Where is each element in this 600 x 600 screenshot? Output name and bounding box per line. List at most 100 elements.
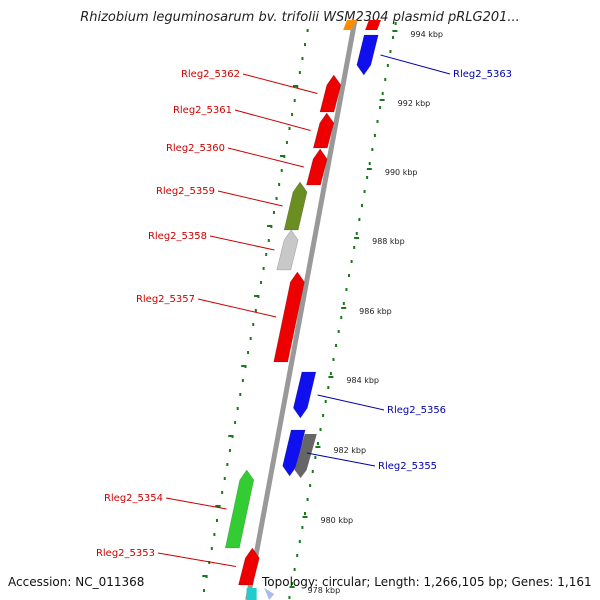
major-tick-mark	[302, 516, 308, 518]
major-tick-mark	[292, 85, 297, 87]
major-tick-mark	[392, 30, 398, 32]
gene-label[interactable]: Rleg2_5362	[181, 69, 240, 80]
tick-mark	[324, 400, 327, 403]
leader-line	[234, 109, 311, 131]
gene-label[interactable]: Rleg2_5353	[96, 548, 155, 559]
gene-label[interactable]: Rleg2_5354	[104, 493, 163, 504]
tick-mark	[278, 183, 281, 186]
gene-rleg2-5360[interactable]	[306, 148, 328, 186]
tick-mark	[309, 484, 312, 487]
gene-rleg2-5358[interactable]	[276, 229, 299, 271]
tick-mark	[293, 568, 296, 571]
tick-label: 986 kbp	[359, 307, 392, 316]
leader-line	[165, 497, 227, 510]
tick-mark	[384, 78, 387, 81]
major-tick-mark	[354, 237, 360, 239]
tick-mark	[267, 239, 270, 242]
tick-label: 980 kbp	[321, 516, 354, 525]
tick-mark	[296, 85, 299, 88]
gene-rleg2-5355[interactable]	[282, 429, 306, 477]
tick-mark	[254, 309, 257, 312]
tick-mark	[360, 204, 363, 207]
tick-mark	[335, 344, 338, 347]
tick-label: 988 kbp	[372, 237, 405, 246]
tick-mark	[394, 22, 397, 25]
tick-mark	[296, 554, 299, 557]
tick-mark	[262, 267, 265, 270]
tick-mark	[221, 491, 224, 494]
tick-mark	[293, 99, 296, 102]
map-title: Rhizobium leguminosarum bv. trifolii WSM…	[80, 10, 520, 25]
tick-mark	[291, 582, 294, 585]
gene-rleg2-5359[interactable]	[283, 181, 308, 231]
tick-mark	[291, 113, 294, 116]
gene-rleg2-5362[interactable]	[319, 74, 342, 113]
tick-mark	[280, 169, 283, 172]
tick-mark	[381, 92, 384, 95]
major-tick-mark	[328, 376, 334, 378]
major-tick-mark	[228, 435, 233, 437]
tick-mark	[306, 29, 309, 32]
tick-mark	[392, 36, 395, 39]
tick-mark	[340, 316, 343, 319]
leader-line	[217, 190, 283, 207]
gene-label[interactable]: Rleg2_5357	[136, 294, 195, 305]
leader-line	[242, 73, 318, 94]
gene-rleg2-5363[interactable]	[356, 34, 379, 76]
gene-rleg2-5361[interactable]	[312, 112, 335, 149]
tick-mark	[270, 225, 273, 228]
gene-rleg2-5354[interactable]	[224, 469, 255, 549]
tick-mark	[213, 533, 216, 536]
tick-labels-group: 994 kbp 992 kbp 990 kbp 988 kbp 986 kbp 984 k…	[289, 30, 443, 595]
tick-mark	[327, 386, 330, 389]
tick-mark	[265, 253, 268, 256]
gene-label[interactable]: Rleg2_5358	[148, 231, 207, 242]
gene-label[interactable]: Rleg2_5363	[453, 69, 512, 80]
gene-rleg2-5353[interactable]	[238, 547, 260, 586]
gene-label[interactable]: Rleg2_5360	[166, 143, 225, 154]
leader-line	[227, 147, 304, 168]
tick-mark	[368, 162, 371, 165]
tick-mark	[298, 71, 301, 74]
tick-mark	[272, 211, 275, 214]
tick-mark	[303, 512, 306, 515]
major-tick-mark	[315, 446, 321, 448]
major-tick-mark	[267, 225, 272, 227]
tick-mark	[304, 43, 307, 46]
tick-mark	[205, 575, 208, 578]
tick-mark	[353, 246, 356, 249]
tick-mark	[316, 442, 319, 445]
tick-mark	[298, 540, 301, 543]
backbone-group	[245, 19, 358, 600]
gene-rleg2-5356[interactable]	[293, 371, 317, 419]
tick-mark	[228, 449, 231, 452]
tick-mark	[283, 155, 286, 158]
tick-mark	[275, 197, 278, 200]
gene-label[interactable]: Rleg2_5355	[378, 461, 437, 472]
tick-label: 978 kbp	[308, 586, 341, 595]
major-tick-mark	[215, 505, 220, 507]
tick-mark	[348, 274, 351, 277]
genome-summary-text: Topology: circular; Length: 1,266,105 bp…	[262, 575, 592, 589]
tick-mark	[345, 288, 348, 291]
tick-mark	[386, 64, 389, 67]
major-tick-mark	[254, 295, 259, 297]
gene-label[interactable]: Rleg2_5361	[173, 105, 232, 116]
tick-mark	[379, 106, 382, 109]
tick-mark	[342, 302, 345, 305]
tick-mark	[329, 372, 332, 375]
leader-line	[209, 235, 275, 251]
tick-label: 992 kbp	[398, 99, 431, 108]
tick-mark	[252, 323, 255, 326]
tick-mark	[203, 589, 206, 592]
tick-mark	[301, 57, 304, 60]
gene-label[interactable]: Rleg2_5356	[387, 405, 446, 416]
gene-labels-group: Rleg2_5363 Rleg2_5362 Rleg2_5361 Rleg2_5360…	[96, 54, 512, 567]
tick-mark	[257, 295, 260, 298]
gene-label[interactable]: Rleg2_5359	[156, 186, 215, 197]
partial-gene-top	[365, 20, 381, 30]
tick-label: 984 kbp	[346, 376, 379, 385]
gene-rleg2-5357[interactable]	[273, 271, 305, 363]
tick-mark	[288, 596, 291, 599]
